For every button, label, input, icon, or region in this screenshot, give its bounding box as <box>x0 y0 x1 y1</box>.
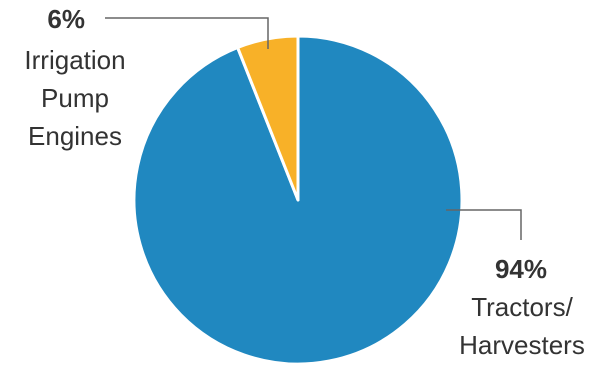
slice-label-tractors-line-2: Harvesters <box>459 330 585 360</box>
leader-lines <box>105 17 522 240</box>
slice-label-irrigation-line-2: Pump <box>41 83 109 113</box>
leader-line-tractors <box>446 209 522 240</box>
slice-label-irrigation: 6% Irrigation Pump Engines <box>24 4 125 151</box>
slice-label-tractors: 94% Tractors/ Harvesters <box>459 254 585 360</box>
pie-slices <box>132 34 464 366</box>
slice-percent-irrigation: 6% <box>47 4 85 34</box>
slice-label-tractors-line-1: Tractors/ <box>471 292 573 322</box>
slice-label-irrigation-line-3: Engines <box>28 121 122 151</box>
slice-label-irrigation-line-1: Irrigation <box>24 45 125 75</box>
leader-line-irrigation <box>105 17 269 49</box>
slice-percent-tractors: 94% <box>495 254 547 284</box>
